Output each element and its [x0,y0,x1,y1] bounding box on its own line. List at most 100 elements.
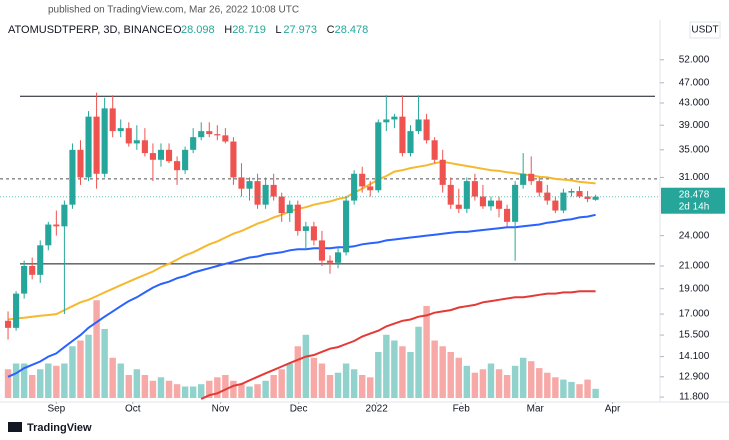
volume-bar [383,334,390,398]
volume-bar [471,372,479,398]
volume-bar [28,375,36,398]
volume-bar [326,375,334,398]
candle-body [383,119,390,123]
volume-bar [109,357,116,398]
candle-body [214,134,221,136]
x-tick-label: Nov [212,404,230,415]
volume-bar [399,346,406,398]
candle-body [375,122,382,191]
candle-body [415,119,422,132]
candle-body [230,141,237,178]
volume-bar [552,377,559,398]
candle-body [584,196,591,199]
volume-bar [181,386,189,398]
volume-bar [391,340,398,398]
candle-body [391,116,398,120]
volume-bar [53,365,60,398]
candle-body [302,226,309,231]
countdown: 2d 14h [679,201,710,212]
volume-bar [101,329,108,398]
logo-icon [8,422,22,432]
candle-body [61,204,68,227]
x-tick-label: Feb [453,404,471,415]
legend-value: 28.719 [232,24,266,36]
candle-body [109,108,116,132]
last-price-box [661,187,725,214]
volume-bar [375,352,382,398]
legend-value: 28.478 [335,24,369,36]
volume-bar [230,380,237,398]
volume-bar [45,363,52,398]
candle-body [439,159,446,185]
legend-prefix: H [224,24,232,36]
candle-body [334,252,342,263]
volume-bar [519,357,527,398]
footer: TradingView [27,422,92,434]
volume-bar [238,384,245,398]
candle-body [206,131,213,135]
volume-bar [455,357,462,398]
candle-body [270,184,277,197]
x-tick-label: 2022 [366,404,389,415]
candle-body [149,153,156,160]
candle-body [13,293,20,328]
volume-bar [592,388,599,398]
candle-body [133,140,140,144]
candle-body [487,200,495,207]
candle-body [93,116,100,174]
candle-body [310,226,317,241]
x-tick-label: Dec [290,404,308,415]
y-tick-label: 11.800 [679,392,709,403]
candle-body [495,200,503,209]
volume-bar [165,380,173,398]
candle-body [576,191,583,197]
volume-bar [61,363,68,398]
volume-bar [262,380,269,398]
legend-value: 28.098 [181,24,215,36]
candle-body [262,184,269,205]
volume-bar [173,384,181,398]
plot-area [0,92,660,400]
candle-body [560,192,567,211]
symbol: ATOMUSDTPERP, 3D, BINANCE [8,24,172,36]
volume-bar [479,369,487,398]
volume-bar [342,363,350,398]
candle-body [455,204,462,209]
volume-bar [198,384,205,398]
candle-body [318,240,326,261]
volume-bar [286,363,293,398]
volume-bar [294,346,302,398]
volume-bar [214,377,221,398]
candle-body [182,149,189,171]
candle-body [190,137,197,150]
candle-body [286,204,293,214]
candle-body [367,186,374,191]
volume-bar [157,377,165,398]
volume-bar [69,346,76,398]
volume-bar [544,372,551,398]
legend-prefix: L [275,24,281,36]
y-tick-label: 12.900 [679,371,710,382]
volume-bar [576,384,583,398]
volume-bar [487,363,495,398]
volume-bar [254,384,261,398]
candle-body [141,140,148,154]
y-tick-label: 31.000 [679,172,710,183]
candle-body [544,192,551,201]
volume-bar [189,386,197,398]
candle-body [125,128,132,144]
candle-body [431,140,438,160]
volume-bar [334,372,342,398]
candle-body [423,119,430,141]
volume-bar [447,352,454,398]
candle-body [254,181,261,205]
candle-body [512,184,519,222]
volume-bar [439,346,446,398]
candle-body [592,196,599,200]
candle-body [294,204,301,231]
volume-bar [125,375,132,398]
volume-bar [358,375,366,398]
volume-bar [528,361,535,398]
candle-body [21,265,28,294]
